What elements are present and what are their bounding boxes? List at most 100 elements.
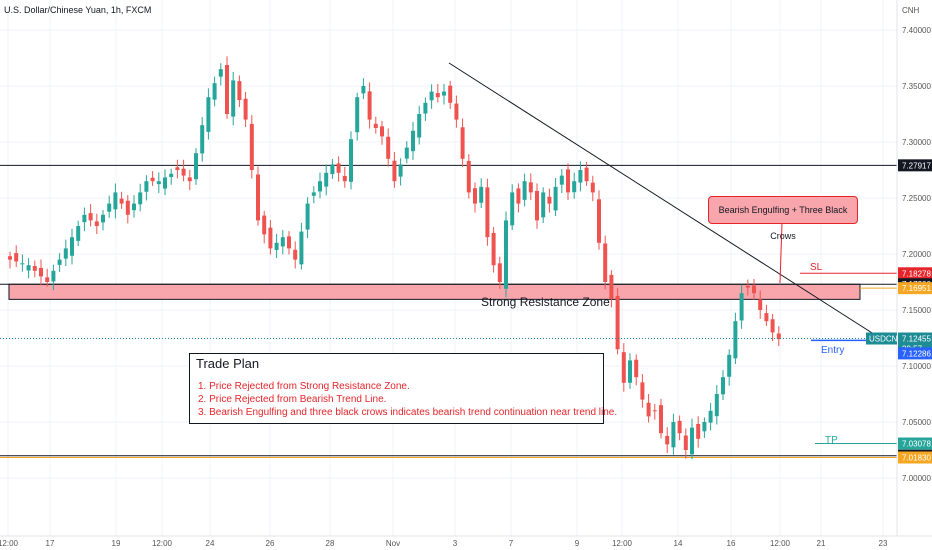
price-tick-label: 7.25000 bbox=[902, 194, 931, 203]
candle-body bbox=[584, 167, 589, 182]
candle-body bbox=[491, 232, 496, 266]
time-tick-label: 12:00 bbox=[0, 539, 19, 548]
candle-body bbox=[429, 91, 434, 101]
price-tick-label: 7.15000 bbox=[902, 306, 931, 315]
candle-body bbox=[578, 170, 583, 183]
price-tick-label: 7.35000 bbox=[902, 82, 931, 91]
candle-body bbox=[411, 130, 415, 152]
candle-body bbox=[144, 181, 149, 192]
candle-body bbox=[708, 410, 713, 423]
tp-level-price-box bbox=[898, 437, 932, 450]
candle-body bbox=[423, 102, 428, 114]
candle-body bbox=[101, 214, 105, 223]
candle-body bbox=[603, 243, 608, 282]
candle-body bbox=[45, 277, 50, 282]
candle-body bbox=[528, 182, 533, 193]
level-7-01830-price-box bbox=[898, 451, 932, 464]
time-tick-label: 23 bbox=[879, 539, 888, 548]
candle-body bbox=[752, 285, 756, 294]
candle-body bbox=[714, 394, 719, 417]
current-price-label: 7.12455 bbox=[902, 335, 931, 344]
time-tick-label: 3 bbox=[453, 539, 458, 548]
price-tick-label: 7.00000 bbox=[902, 474, 931, 483]
candle-body bbox=[361, 86, 366, 94]
time-tick-label: 28 bbox=[326, 539, 335, 548]
candle-body bbox=[274, 242, 279, 250]
candle-body bbox=[745, 285, 750, 288]
candle-body bbox=[367, 91, 372, 120]
candle-body bbox=[466, 160, 471, 193]
trade-plan-line-3: 3. Bearish Engulfing and three black cro… bbox=[198, 407, 618, 418]
sl-level-price-label: 7.18278 bbox=[902, 269, 931, 278]
candle-body bbox=[305, 203, 310, 230]
candle-body bbox=[32, 265, 37, 271]
candle-body bbox=[380, 126, 384, 137]
candle-body bbox=[256, 174, 260, 221]
candle-body bbox=[566, 169, 570, 193]
candle-body bbox=[652, 410, 657, 412]
candle-body bbox=[392, 160, 397, 182]
time-tick-label: 21 bbox=[817, 539, 826, 548]
resistance-zone-label: Strong Resistance Zone bbox=[481, 295, 610, 309]
time-tick-label: 24 bbox=[206, 539, 215, 548]
candle-body bbox=[218, 69, 223, 77]
candle-body bbox=[225, 65, 229, 114]
time-tick-label: 16 bbox=[727, 539, 736, 548]
candle-body bbox=[398, 164, 403, 177]
candle-body bbox=[231, 80, 236, 117]
price-tick-label: 7.30000 bbox=[902, 138, 931, 147]
candle-body bbox=[200, 125, 205, 154]
trade-plan-box[interactable]: Trade Plan 1. Price Rejected from Strong… bbox=[189, 353, 617, 424]
candle-body bbox=[138, 192, 143, 205]
candle-body bbox=[237, 81, 242, 100]
grid bbox=[0, 0, 897, 536]
level-7-27917-price-box bbox=[898, 159, 932, 172]
tp-level-price-label: 7.03078 bbox=[902, 440, 931, 449]
price-tick-label: 7.10000 bbox=[902, 362, 931, 371]
entry-price-box bbox=[898, 347, 932, 360]
time-tick-label: 12:00 bbox=[770, 539, 791, 548]
candle-body bbox=[504, 220, 508, 289]
candle-body bbox=[659, 405, 663, 434]
candle-body bbox=[776, 333, 781, 340]
level-7-01830-price-label: 7.01830 bbox=[902, 454, 931, 463]
sl-label: SL bbox=[810, 262, 823, 273]
candle-body bbox=[262, 215, 267, 235]
candle-body bbox=[764, 313, 769, 322]
price-tick-label: 7.20000 bbox=[902, 250, 931, 259]
candle-body bbox=[690, 427, 694, 455]
time-tick-label: Nov bbox=[386, 539, 400, 548]
candle-body bbox=[194, 153, 198, 180]
candle-body bbox=[119, 198, 124, 204]
candle-body bbox=[485, 187, 490, 238]
candle-body bbox=[473, 188, 477, 204]
candle-body bbox=[181, 168, 186, 176]
candle-body bbox=[516, 188, 521, 204]
time-tick-label: 26 bbox=[266, 539, 275, 548]
callout-pointer bbox=[779, 222, 783, 284]
entry-price-label: 7.12286 bbox=[902, 349, 931, 358]
candle-body bbox=[646, 402, 651, 417]
candle-body bbox=[454, 103, 459, 120]
level-7-16951-price-box bbox=[898, 282, 932, 295]
time-tick-label: 14 bbox=[674, 539, 683, 548]
candle-body bbox=[497, 263, 502, 282]
candle-body bbox=[640, 382, 645, 400]
candle-body bbox=[212, 83, 217, 100]
candle-body bbox=[758, 299, 763, 310]
candle-body bbox=[76, 226, 81, 241]
candle-body bbox=[615, 295, 620, 350]
chart-title: U.S. Dollar/Chinese Yuan, 1h, FXCM bbox=[4, 5, 152, 15]
candle-body bbox=[26, 265, 31, 271]
candle-body bbox=[510, 192, 515, 226]
pattern-callout[interactable]: Bearish Engulfing + Three Black Crows bbox=[708, 196, 858, 241]
candle-body bbox=[39, 267, 43, 277]
candle-body bbox=[727, 354, 732, 377]
time-tick-label: 17 bbox=[46, 539, 55, 548]
candle-body bbox=[448, 85, 453, 103]
candle-body bbox=[107, 203, 112, 212]
candle-body bbox=[299, 231, 304, 265]
candle-body bbox=[435, 93, 440, 98]
candle-body bbox=[665, 435, 670, 445]
